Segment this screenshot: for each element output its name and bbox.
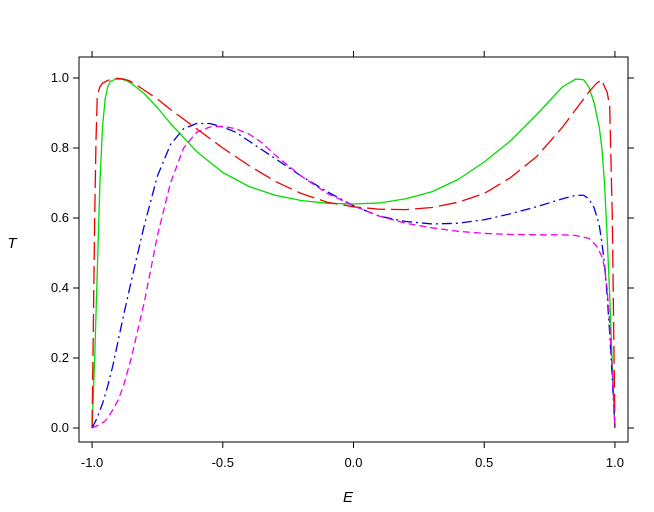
series-layer [91, 77, 616, 429]
x-tick-label: 0.5 [475, 455, 493, 470]
x-tick-label: -0.5 [212, 455, 234, 470]
y-tick-label: 0.2 [51, 350, 69, 365]
series-line-2 [91, 77, 616, 429]
y-tick-label: 0.4 [51, 280, 69, 295]
y-tick-label: 0.8 [51, 140, 69, 155]
y-tick-label: 0.0 [51, 420, 69, 435]
x-axis-title: E [343, 489, 354, 506]
x-tick-label: -1.0 [81, 455, 103, 470]
x-tick-label: 1.0 [606, 455, 624, 470]
y-axis-title: T [7, 235, 18, 252]
series-line-1 [91, 78, 616, 429]
y-tick-label: 0.6 [51, 210, 69, 225]
series-line-4 [91, 125, 616, 429]
plot-frame [78, 56, 629, 443]
tick-layer: -1.0 -0.5 0.0 0.5 1.0 0.0 0.2 0.4 0.6 0.8 1.0 [51, 51, 634, 470]
y-tick-label: 1.0 [51, 70, 69, 85]
x-tick-label: 0.0 [344, 455, 362, 470]
series-line-3 [91, 122, 616, 429]
